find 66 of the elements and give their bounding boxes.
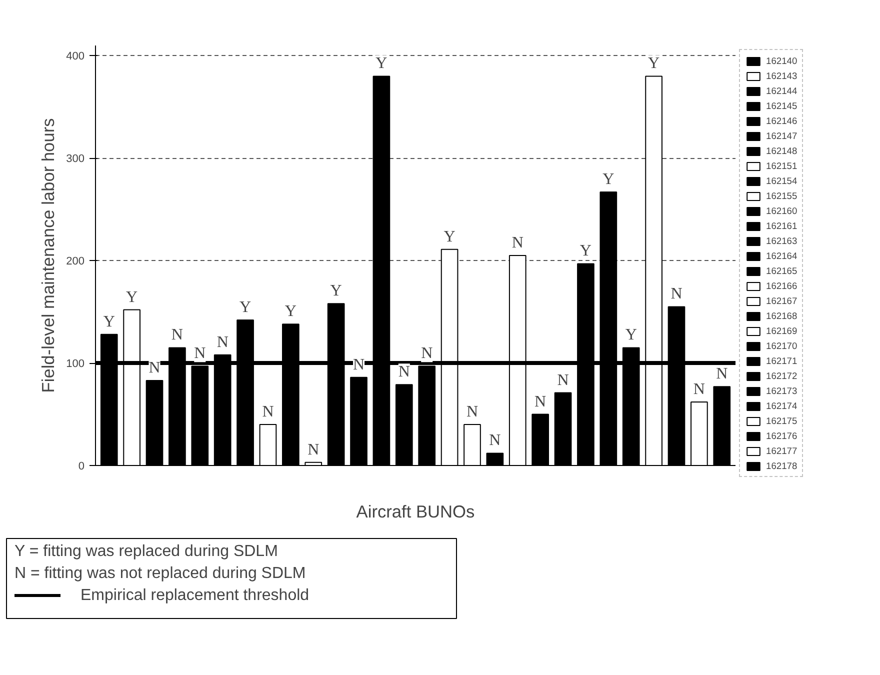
data-label: N	[398, 364, 410, 381]
data-label: N	[693, 380, 706, 398]
legend-label: 162170	[766, 340, 798, 351]
legend-label: 162147	[766, 130, 798, 141]
legend-label: 162169	[766, 325, 798, 336]
y-axis-title: Field-level maintenance labor hours	[38, 118, 58, 393]
text: N = fitting was not replaced during SDLM	[14, 565, 306, 582]
data-label: Y	[240, 299, 252, 316]
data-label: N	[171, 326, 184, 344]
legend-label: 162175	[766, 415, 798, 426]
y-tick-label: 300	[66, 153, 85, 166]
data-label: Y	[376, 55, 388, 72]
legend-label: Empirical replacement threshold	[80, 587, 310, 604]
legend-label: 162161	[766, 220, 798, 231]
y-tick-label: 0	[78, 460, 85, 472]
legend-label: 162163	[766, 235, 798, 246]
data-label: Y	[625, 326, 638, 344]
data-label: N	[512, 234, 524, 252]
legend-label: 162155	[766, 190, 798, 201]
legend-label: 162160	[766, 205, 798, 216]
data-label: N	[308, 441, 320, 458]
data-label: Y	[648, 55, 660, 72]
legend-label: 162144	[766, 85, 798, 96]
legend-label: 162151	[766, 160, 798, 171]
data-label: N	[421, 345, 434, 362]
data-label: Y	[284, 303, 297, 320]
legend-label: 162164	[766, 250, 798, 261]
legend-label: 162166	[766, 280, 798, 291]
data-label: Y	[126, 288, 138, 306]
legend-label: 162171	[766, 355, 798, 366]
data-label: Y	[580, 242, 592, 260]
legend-label: 162167	[766, 295, 798, 306]
x-axis-title: Aircraft BUNOs	[356, 502, 476, 522]
data-label: N	[352, 356, 365, 374]
data-label: N	[148, 359, 161, 376]
data-label: Y	[602, 170, 615, 188]
legend-label: 162145	[766, 100, 798, 111]
text: Y = fitting was replaced during SDLM	[14, 543, 278, 560]
data-label: N	[262, 404, 274, 421]
y-tick-label: 100	[66, 358, 85, 370]
data-label: N	[716, 366, 728, 383]
data-label: Y	[330, 282, 342, 300]
legend-label: 162143	[766, 70, 798, 81]
data-label: N	[534, 393, 547, 410]
data-label: N	[194, 345, 206, 362]
data-label: N	[216, 334, 229, 351]
legend-label: 162168	[766, 310, 798, 321]
data-label: N	[466, 404, 478, 421]
legend-label: 162173	[766, 385, 798, 396]
data-label: N	[557, 372, 570, 389]
legend-label: 162148	[766, 145, 798, 156]
legend-label: 162146	[766, 115, 798, 126]
legend-label: 162165	[766, 265, 798, 276]
data-label: N	[670, 286, 683, 303]
legend-label: 162174	[766, 400, 798, 411]
y-tick-label: 400	[66, 50, 85, 63]
y-tick-label: 200	[66, 256, 85, 268]
data-label: Y	[103, 313, 116, 330]
legend-label: 162172	[766, 370, 798, 381]
legend-label: 162176	[766, 430, 798, 441]
data-label: N	[489, 432, 502, 450]
data-label: Y	[444, 228, 456, 246]
legend-label: 162140	[766, 55, 798, 66]
legend-label: 162178	[766, 460, 798, 471]
legend-label: 162154	[766, 175, 798, 186]
legend-label: 162177	[766, 445, 798, 456]
